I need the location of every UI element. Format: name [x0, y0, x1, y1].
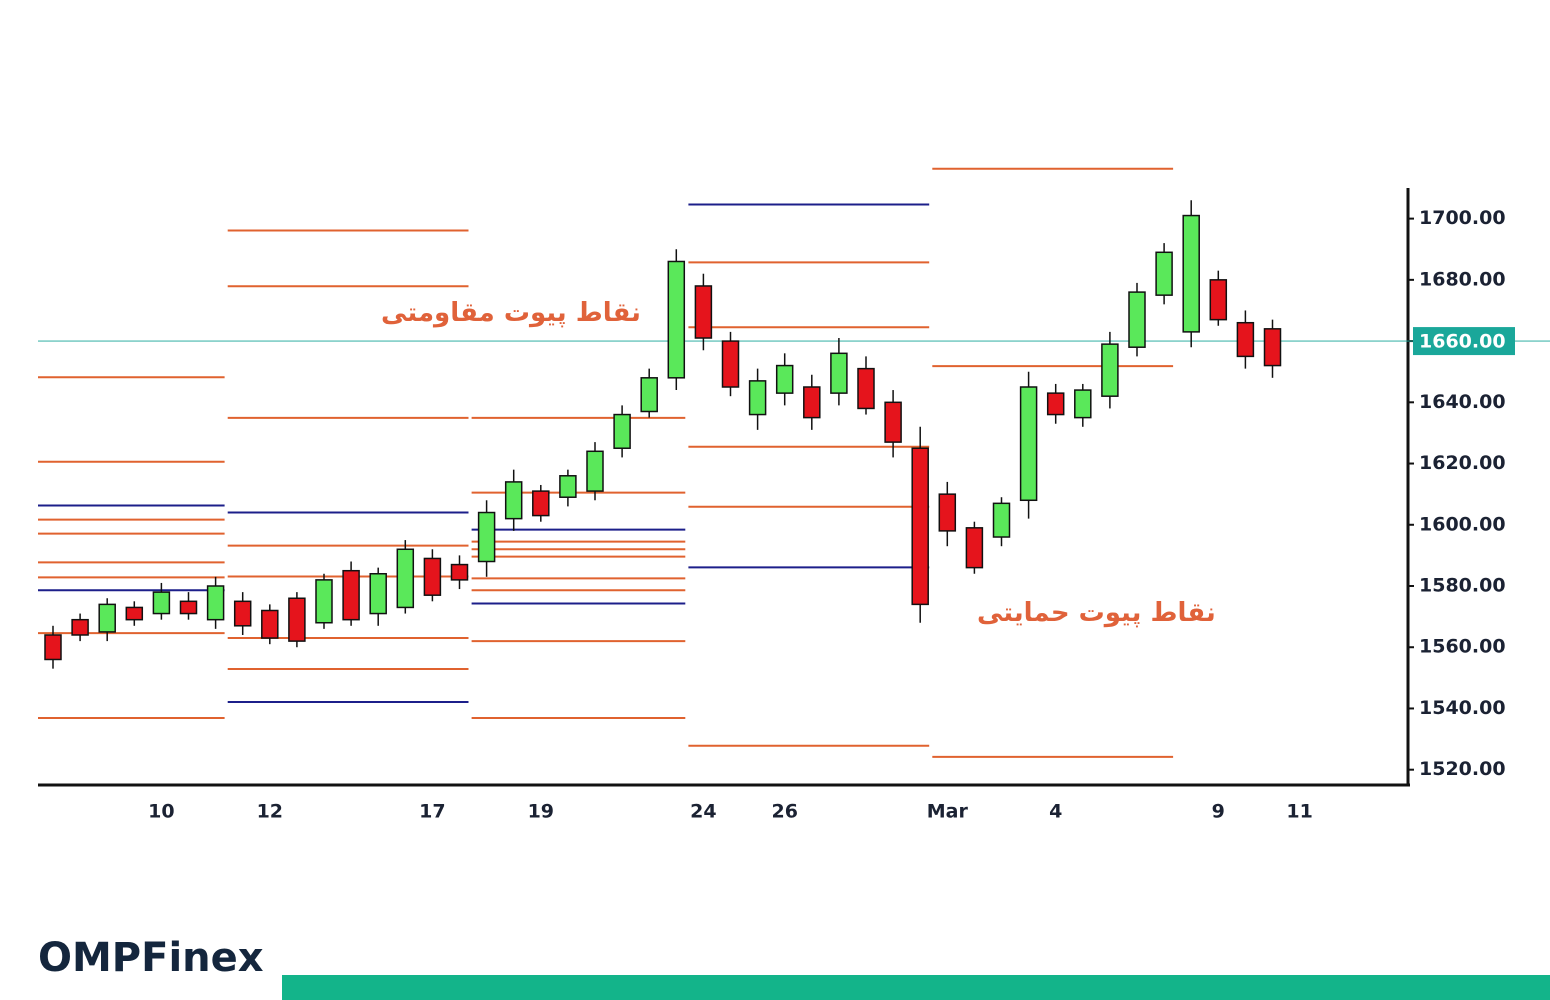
candle-body: [71, 618, 89, 636]
x-tick-label: 12: [257, 801, 283, 823]
candle-body: [830, 352, 848, 394]
candle-body: [559, 475, 577, 498]
candle-body: [450, 563, 469, 581]
candle-body: [1209, 279, 1228, 321]
candle-body: [938, 493, 957, 532]
candle-body: [775, 364, 794, 394]
y-tick-label: 1560.00: [1419, 636, 1506, 658]
brand: OMPFinex: [38, 935, 264, 981]
y-tick-label: 1700.00: [1419, 207, 1506, 229]
candle-body: [288, 597, 306, 642]
candle-body: [694, 285, 713, 339]
y-tick-label: 1600.00: [1419, 513, 1506, 535]
current-price-box: [1413, 327, 1515, 356]
x-tick-label: 11: [1286, 801, 1312, 823]
candle-body: [911, 447, 929, 606]
candle-body: [667, 260, 686, 379]
y-tick-label: 1640.00: [1419, 391, 1506, 413]
y-tick-label: 1580.00: [1419, 575, 1506, 597]
candle-body: [342, 569, 360, 621]
current-price-label: 1660.00: [1419, 331, 1506, 353]
candle-body: [369, 573, 387, 615]
x-tick-label: 17: [419, 801, 445, 823]
candle-body: [1263, 328, 1282, 367]
y-tick-label: 1620.00: [1419, 452, 1506, 474]
candle-body: [44, 634, 62, 661]
candle-body: [125, 606, 144, 621]
annotation: نقاط پیوت حمایتی: [977, 598, 1216, 628]
x-tick-label: 10: [148, 801, 174, 823]
candle-body: [98, 603, 116, 633]
candle-body: [857, 367, 875, 410]
candle-body: [965, 527, 984, 569]
annotation: نقاط پیوت مقاومتی: [381, 298, 641, 328]
footer-bar: [282, 975, 1550, 1000]
y-tick-label: 1520.00: [1419, 758, 1506, 780]
candle-body: [261, 609, 279, 639]
x-tick-label: 9: [1212, 801, 1225, 823]
candle-body: [477, 511, 496, 563]
candle-body: [586, 450, 604, 492]
candle-body: [803, 386, 821, 419]
x-tick-label: 19: [528, 801, 554, 823]
candle-body: [152, 591, 171, 615]
x-tick-label: Mar: [927, 801, 969, 823]
x-tick-label: 4: [1049, 801, 1062, 823]
x-tick-label: 24: [690, 801, 716, 823]
candle-body: [1019, 386, 1038, 502]
candle-body: [992, 502, 1011, 538]
candle-body: [1074, 389, 1092, 419]
candle-body: [396, 548, 415, 609]
candle-body: [206, 585, 225, 621]
candle-body: [1101, 343, 1119, 397]
y-tick-label: 1540.00: [1419, 697, 1506, 719]
candle-body: [613, 413, 631, 449]
candle-body: [1046, 392, 1065, 416]
candle-body: [640, 377, 658, 413]
candle-body: [179, 600, 198, 615]
candle-body: [884, 401, 902, 443]
candle-body: [233, 600, 252, 627]
candle-body: [315, 579, 333, 624]
x-tick-label: 26: [771, 801, 797, 823]
candle-body: [1236, 321, 1255, 358]
candle-body: [504, 481, 523, 520]
candle-body: [1155, 251, 1173, 296]
candle-body: [423, 557, 442, 596]
candle-body: [1182, 214, 1200, 333]
y-tick-label: 1680.00: [1419, 268, 1506, 290]
candle-body: [748, 380, 767, 416]
candle-body: [532, 490, 550, 517]
candle-body: [721, 340, 740, 388]
candle-body: [1128, 291, 1146, 348]
